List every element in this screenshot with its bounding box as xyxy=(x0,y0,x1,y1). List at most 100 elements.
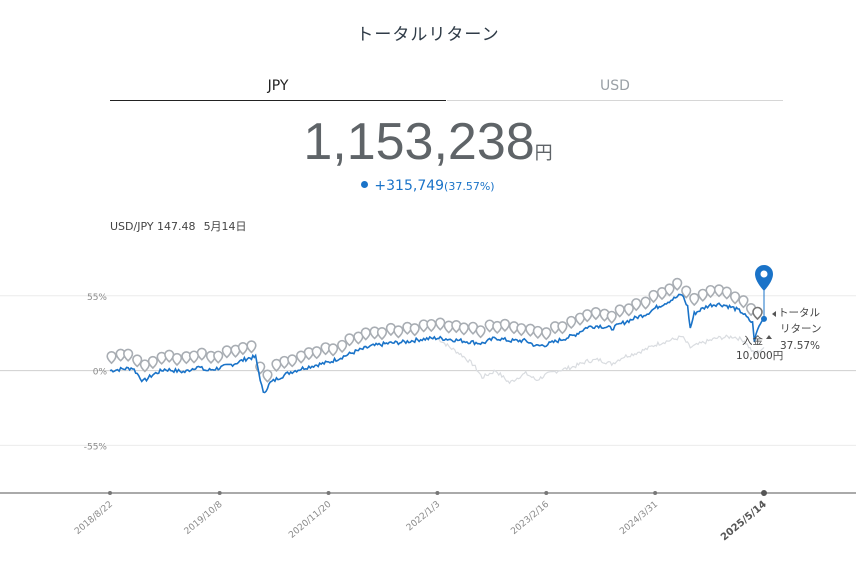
current-point-pin-hole xyxy=(760,270,768,278)
deposit-marker-icon xyxy=(221,345,232,359)
deposit-marker-icon xyxy=(516,323,527,337)
deposit-marker-icon xyxy=(418,319,429,333)
x-tick-label: 2022/1/3 xyxy=(405,500,442,534)
deposit-marker-icon xyxy=(541,327,552,341)
deposit-marker-icon xyxy=(606,310,617,324)
x-tick-label: 2024/3/31 xyxy=(618,500,660,537)
deposit-marker-icon xyxy=(738,295,749,309)
deposit-marker-icon xyxy=(443,320,454,334)
deposit-marker-icon xyxy=(279,355,290,370)
exchange-rate: USD/JPY 147.48 5月14日 xyxy=(110,218,255,234)
deposit-marker-icon xyxy=(164,349,175,363)
tab-usd[interactable]: USD xyxy=(447,78,783,101)
deposit-marker-icon xyxy=(697,288,708,302)
x-tick-dot xyxy=(108,491,112,495)
exchange-rate-value: USD/JPY 147.48 xyxy=(110,220,196,233)
deposit-marker-icon xyxy=(156,351,167,365)
deposit-arrow-icon xyxy=(766,335,772,339)
deposit-marker-icon xyxy=(147,355,158,370)
x-tick-dot xyxy=(761,490,767,496)
deposit-marker-icon xyxy=(582,309,593,323)
deposit-annotation: 入金 xyxy=(742,334,763,347)
total-amount: 1,153,238円 xyxy=(0,112,856,172)
change-percent: (37.57%) xyxy=(444,180,495,193)
deposit-marker-icon xyxy=(344,333,355,347)
deposit-marker-icon xyxy=(574,312,586,326)
x-tick-dot xyxy=(544,491,549,495)
benchmark-line xyxy=(437,334,765,385)
latest-deposit-marker-icon xyxy=(752,306,763,321)
x-tick-label: 2019/10/8 xyxy=(183,499,225,536)
deposit-marker-icon xyxy=(393,325,404,339)
deposit-marker-icon xyxy=(435,317,446,331)
deposit-marker-icon xyxy=(139,359,150,373)
deposit-marker-icon xyxy=(705,284,716,299)
y-tick-label: 55% xyxy=(87,293,107,303)
page-title: トータルリターン xyxy=(356,25,500,45)
deposit-marker-icon xyxy=(271,358,282,372)
deposit-marker-icon xyxy=(499,318,511,332)
deposit-marker-icon xyxy=(721,286,732,300)
y-tick-label: 0% xyxy=(93,368,108,378)
deposit-marker-icon xyxy=(327,343,339,357)
deposit-marker-icon xyxy=(376,327,388,341)
deposit-marker-icon xyxy=(353,331,364,345)
change-summary: +315,749(37.57%) xyxy=(0,178,856,194)
deposit-marker-icon xyxy=(672,277,683,291)
exchange-rate-date: 5月14日 xyxy=(203,220,247,233)
tab-jpy[interactable]: JPY xyxy=(110,78,446,101)
x-tick-label: 2018/8/22 xyxy=(73,500,115,537)
deposit-marker-icon xyxy=(590,307,601,321)
current-point-dot xyxy=(761,315,767,322)
deposit-marker-icon xyxy=(557,321,568,335)
deposit-marker-icon xyxy=(631,298,642,312)
total-return-line xyxy=(109,293,765,394)
deposit-marker-icon xyxy=(123,348,134,362)
deposit-marker-icon xyxy=(681,285,692,299)
deposit-marker-icon xyxy=(230,344,241,358)
x-tick-label: 2025/5/14 xyxy=(719,499,769,543)
deposit-marker-icon xyxy=(337,339,348,354)
x-tick-dot xyxy=(653,491,658,495)
deposit-marker-icon xyxy=(458,322,469,336)
x-tick-dot xyxy=(217,491,222,495)
deposit-marker-icon xyxy=(262,369,273,383)
deposit-marker-icon xyxy=(656,287,668,301)
deposit-marker-icon xyxy=(181,351,192,365)
x-tick-dot xyxy=(326,491,331,495)
deposit-marker-icon xyxy=(188,350,200,364)
deposit-marker-icon xyxy=(614,304,625,318)
annotation-arrow-icon xyxy=(772,311,776,317)
deposit-annotation: 10,000円 xyxy=(736,350,783,362)
deposit-marker-icon xyxy=(409,323,420,337)
x-tick-label: 2020/11/20 xyxy=(287,499,333,540)
current-point-pin-icon xyxy=(755,265,773,291)
deposit-marker-icon xyxy=(196,347,207,361)
total-return-annotation: トータル xyxy=(778,307,820,319)
amount-unit: 円 xyxy=(534,143,553,164)
deposit-marker-icon xyxy=(303,347,314,361)
x-tick-dot xyxy=(435,491,440,495)
change-value: +315,749 xyxy=(374,178,445,194)
deposit-marker-icon xyxy=(475,325,486,339)
amount-value: 1,153,238 xyxy=(303,113,535,171)
deposit-marker-icon xyxy=(246,340,257,354)
deposit-marker-icon xyxy=(492,320,503,335)
deposit-marker-icon xyxy=(623,303,634,317)
total-return-annotation: リターン xyxy=(780,323,821,335)
deposit-marker-icon xyxy=(115,348,126,362)
deposit-marker-icon xyxy=(213,350,224,364)
total-return-annotation: 37.57% xyxy=(780,340,820,352)
deposit-marker-icon xyxy=(689,292,700,307)
deposit-marker-icon xyxy=(729,291,741,305)
deposit-marker-icon xyxy=(360,327,371,341)
change-dot-icon xyxy=(361,180,369,188)
deposit-marker-icon xyxy=(664,283,675,297)
y-tick-label: -55% xyxy=(84,442,108,452)
deposit-marker-icon xyxy=(237,342,249,356)
deposit-marker-icon xyxy=(648,289,659,304)
deposit-marker-icon xyxy=(566,315,577,330)
deposit-marker-icon xyxy=(426,318,437,333)
deposit-marker-icon xyxy=(287,354,298,368)
